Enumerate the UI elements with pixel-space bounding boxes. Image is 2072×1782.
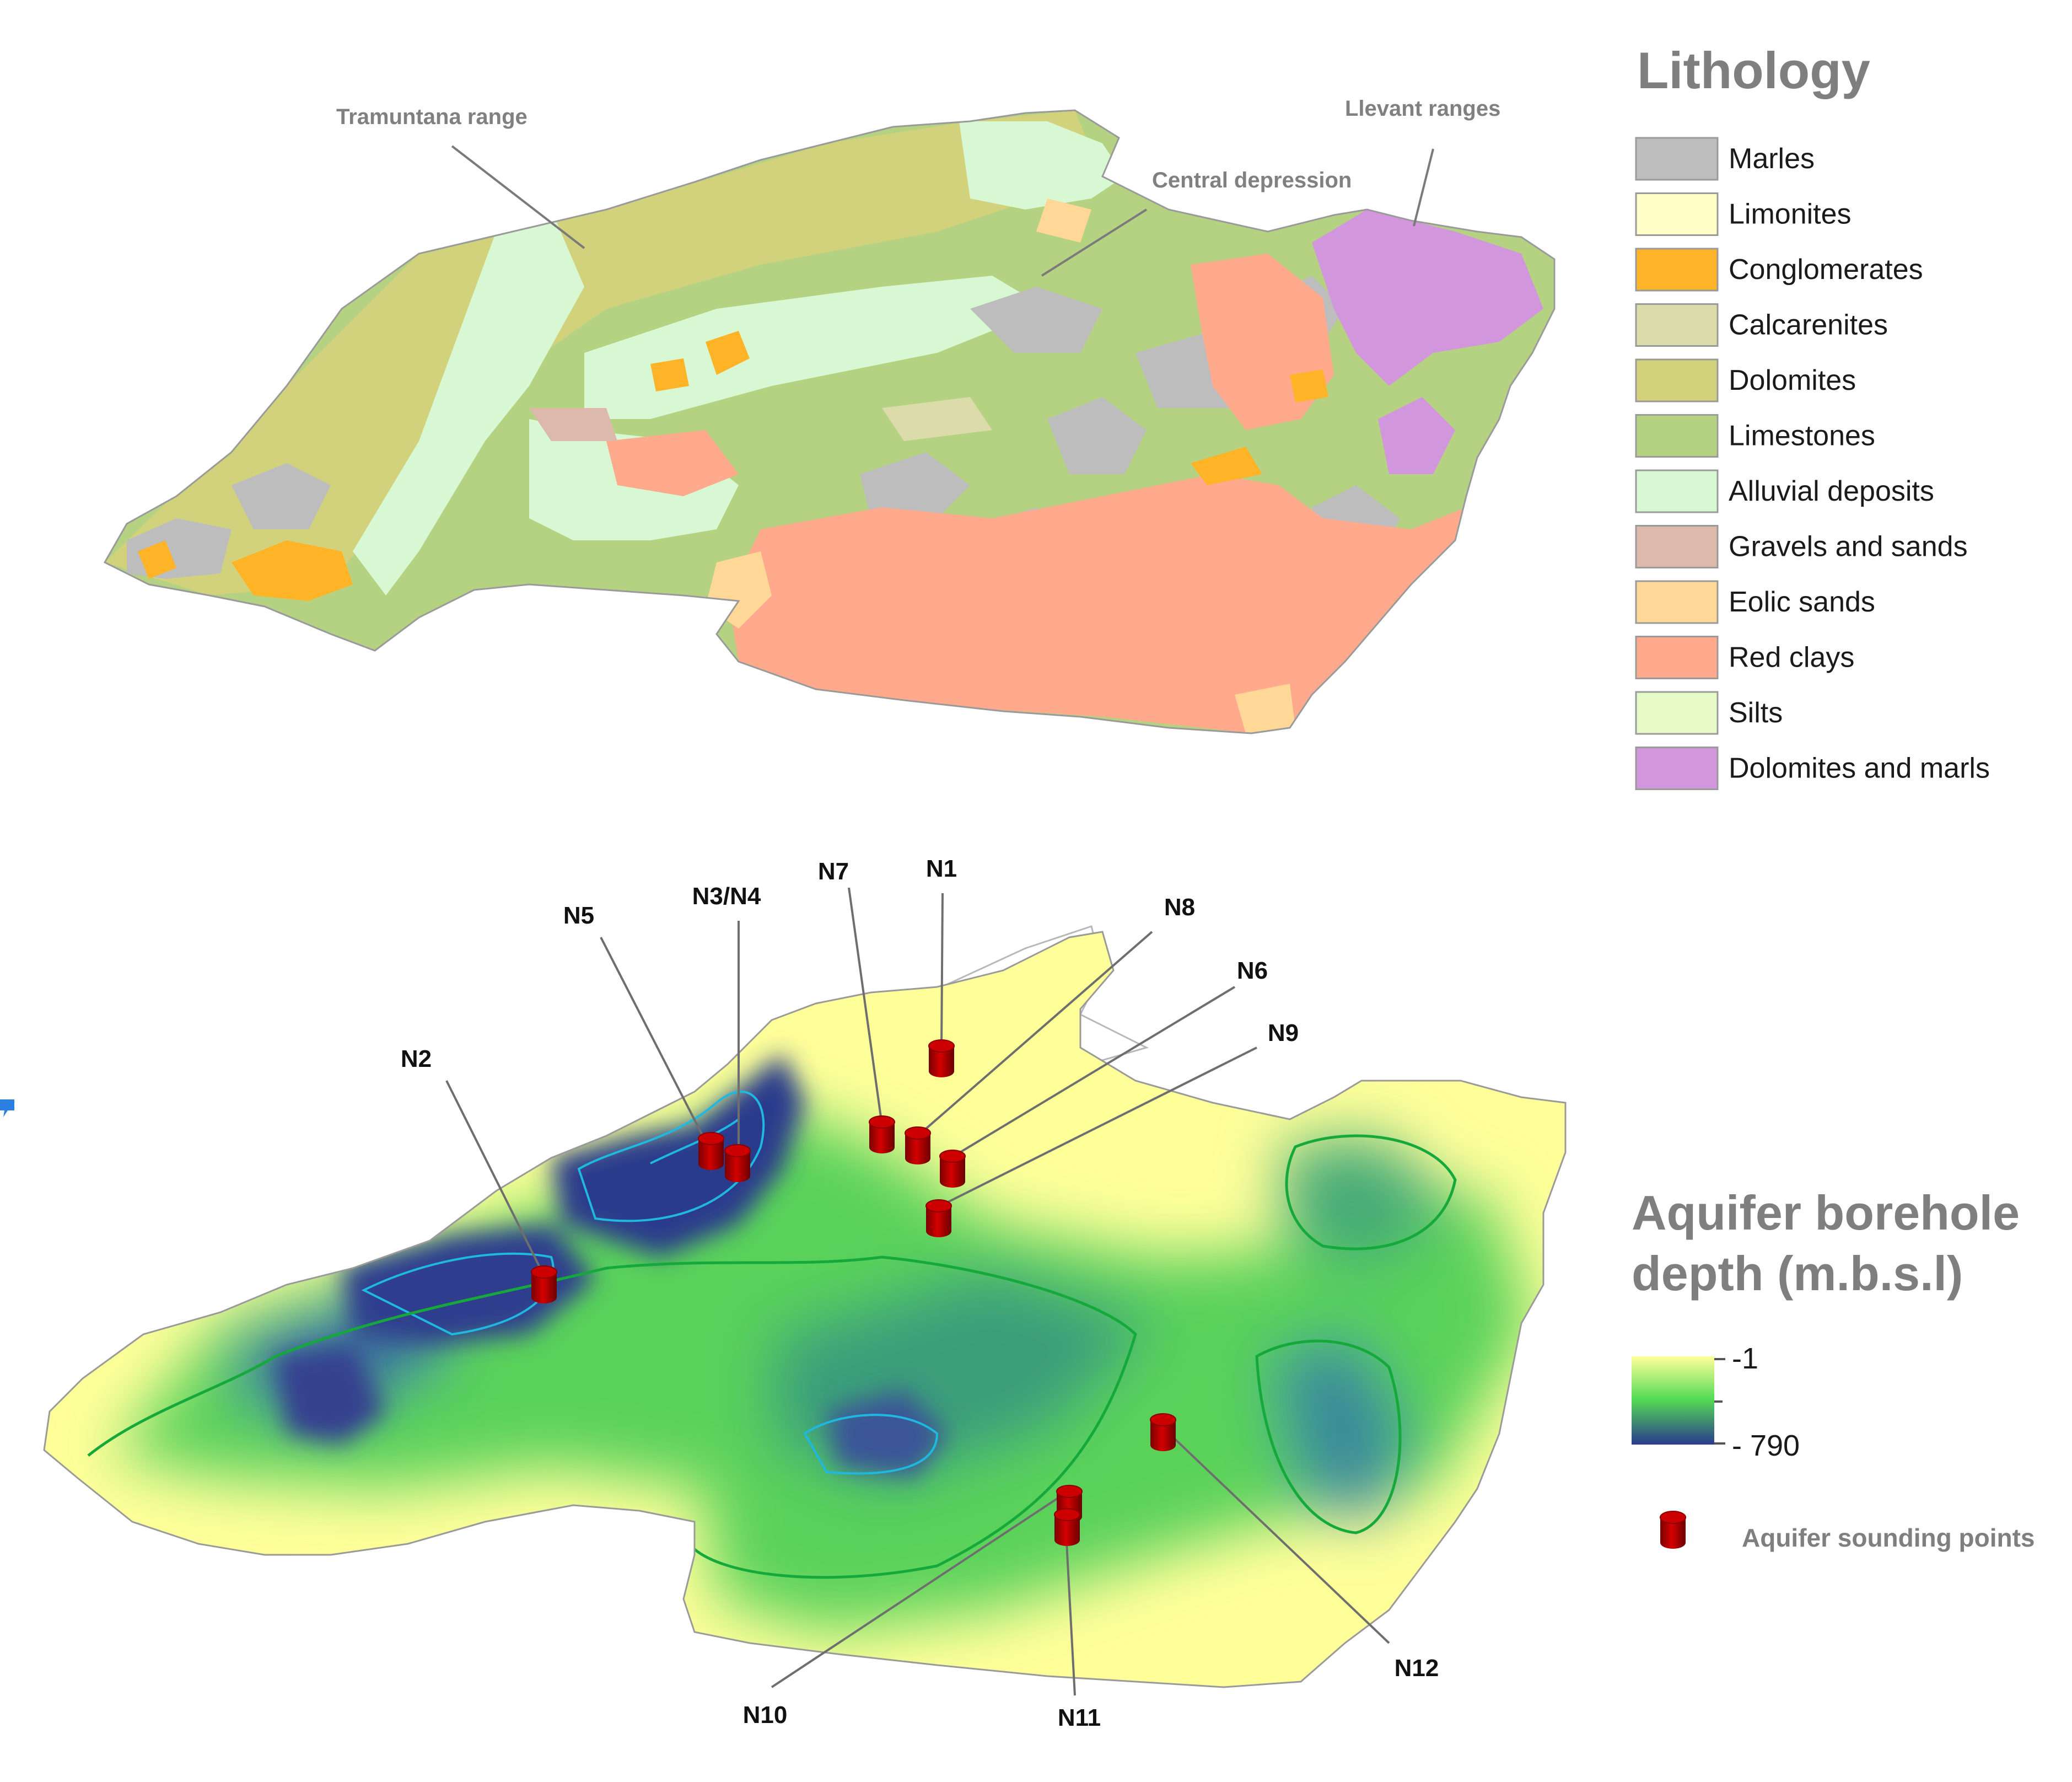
borehole-label-n12: N12 xyxy=(1395,1655,1439,1682)
legend-swatch-gravels-and-sands xyxy=(1635,525,1719,568)
dolomites-tramuntana-zone xyxy=(105,110,1102,595)
borehole-leaders xyxy=(445,887,1390,1696)
legend-swatch-eolic-sands xyxy=(1635,580,1719,624)
legend-label-dolomites-and-marls: Dolomites and marls xyxy=(1729,753,1990,785)
marker-n3n4 xyxy=(724,1144,751,1182)
tramuntana-range-label: Tramuntana range xyxy=(336,105,528,129)
borehole-label-n8: N8 xyxy=(1164,894,1195,921)
comment-icon xyxy=(0,1099,14,1117)
marker-n11 xyxy=(1054,1508,1080,1546)
depth-map-outline xyxy=(43,931,1567,1688)
legend-swatch-conglomerates xyxy=(1635,248,1719,292)
marker-n7 xyxy=(869,1115,895,1153)
leader-n8 xyxy=(917,931,1153,1137)
borehole-label-n9: N9 xyxy=(1268,1019,1299,1046)
borehole-label-n10: N10 xyxy=(743,1702,788,1729)
borehole-label-n7: N7 xyxy=(818,858,849,885)
ramp-top-label: -1 xyxy=(1732,1342,1758,1375)
legend-label-gravels-and-sands: Gravels and sands xyxy=(1729,531,1968,563)
legend-label-eolic-sands: Eolic sands xyxy=(1729,586,1875,618)
alluvial-north-bay xyxy=(959,121,1124,210)
lithology-map xyxy=(103,109,1556,734)
marker-n1 xyxy=(928,1039,955,1077)
marker-n2 xyxy=(531,1265,557,1303)
legend-swatch-dolomites xyxy=(1635,358,1719,402)
leader-n12 xyxy=(1156,1421,1390,1644)
lithology-legend: Lithology Marles Limonites Conglomerates Ca… xyxy=(1635,41,1990,790)
legend-label-limestones: Limestones xyxy=(1729,420,1875,452)
lithology-callouts: Tramuntana range Central depression Llev… xyxy=(336,96,1500,277)
leader-n5 xyxy=(600,937,707,1142)
depth-legend-title-line2: depth (m.b.s.l) xyxy=(1632,1246,1963,1301)
leader-n10 xyxy=(771,1493,1065,1688)
leader-n9 xyxy=(937,1046,1257,1209)
depth-legend: Aquifer borehole depth (m.b.s.l) -1 - 79… xyxy=(1632,1185,2035,1552)
depth-contours-green xyxy=(87,1134,1457,1579)
depth-color-ramp xyxy=(1632,1356,1714,1445)
central-depression-leader xyxy=(1041,208,1148,277)
conglomerates-patches xyxy=(138,331,1328,601)
legend-swatch-calcarenites xyxy=(1635,303,1719,347)
borehole-label-n2: N2 xyxy=(401,1045,432,1072)
marker-n8 xyxy=(905,1126,931,1164)
borehole-label-n1: N1 xyxy=(926,855,957,882)
leader-n6 xyxy=(950,986,1236,1159)
llevant-ranges-label: Llevant ranges xyxy=(1345,96,1500,121)
lithology-map-outline xyxy=(103,109,1556,734)
legend-label-calcarenites: Calcarenites xyxy=(1729,309,1888,341)
legend-label-alluvial-deposits: Alluvial deposits xyxy=(1729,475,1934,507)
marker-n6 xyxy=(939,1150,966,1188)
legend-label-marles: Marles xyxy=(1729,143,1815,175)
marker-n5 xyxy=(698,1132,724,1170)
leader-n2 xyxy=(445,1080,544,1274)
legend-swatch-alluvial-deposits xyxy=(1635,469,1719,513)
calcarenites-patch xyxy=(882,397,992,441)
legend-swatch-limestones xyxy=(1635,414,1719,458)
sounding-point-legend-icon xyxy=(1660,1511,1686,1549)
alluvial-central-depression xyxy=(584,276,1047,419)
legend-swatch-limonites xyxy=(1635,192,1719,236)
ramp-bottom-label: - 790 xyxy=(1732,1429,1800,1462)
depth-legend-title-line1: Aquifer borehole xyxy=(1632,1185,2020,1240)
tramuntana-leader xyxy=(451,145,585,249)
legend-label-dolomites: Dolomites xyxy=(1729,364,1856,396)
dolomites-and-marls-patch xyxy=(1378,397,1455,474)
legend-label-red-clays: Red clays xyxy=(1729,642,1854,674)
legend-swatch-dolomites-and-marls xyxy=(1635,747,1719,790)
borehole-label-n5: N5 xyxy=(563,902,594,929)
dolomites-and-marls-llevant xyxy=(1312,210,1543,386)
borehole-label-n6: N6 xyxy=(1237,957,1268,984)
legend-swatch-marles xyxy=(1635,137,1719,181)
leader-n7 xyxy=(848,887,883,1125)
borehole-label-n11: N11 xyxy=(1058,1704,1101,1731)
lithology-legend-items: Marles Limonites Conglomerates Calcarenites… xyxy=(1635,137,1990,790)
borehole-labels: N1 N2 N3/N4 N5 N6 N7 N8 N9 N10 N11 N12 xyxy=(401,855,1439,1731)
borehole-label-n3n4: N3/N4 xyxy=(692,883,761,910)
aquifer-depth-map xyxy=(43,925,1567,1688)
legend-label-limonites: Limonites xyxy=(1729,198,1852,230)
marker-n9 xyxy=(925,1199,952,1237)
lithology-legend-title: Lithology xyxy=(1637,41,1870,99)
legend-swatch-red-clays xyxy=(1635,636,1719,679)
legend-swatch-silts xyxy=(1635,691,1719,735)
legend-label-conglomerates: Conglomerates xyxy=(1729,254,1923,286)
borehole-markers xyxy=(531,1039,1176,1546)
llevant-leader xyxy=(1413,148,1434,227)
legend-cylinder xyxy=(1660,1511,1686,1549)
leader-n1 xyxy=(940,893,944,1048)
sounding-points-legend-label: Aquifer sounding points xyxy=(1742,1523,2035,1552)
gravels-and-sands-patch xyxy=(529,408,617,441)
legend-label-silts: Silts xyxy=(1729,697,1783,729)
leader-n11 xyxy=(1064,1521,1076,1696)
marker-n12 xyxy=(1150,1413,1176,1451)
central-depression-label: Central depression xyxy=(1152,168,1352,192)
red-clays-zone xyxy=(606,254,1466,733)
alluvial-valley-west xyxy=(353,210,584,595)
